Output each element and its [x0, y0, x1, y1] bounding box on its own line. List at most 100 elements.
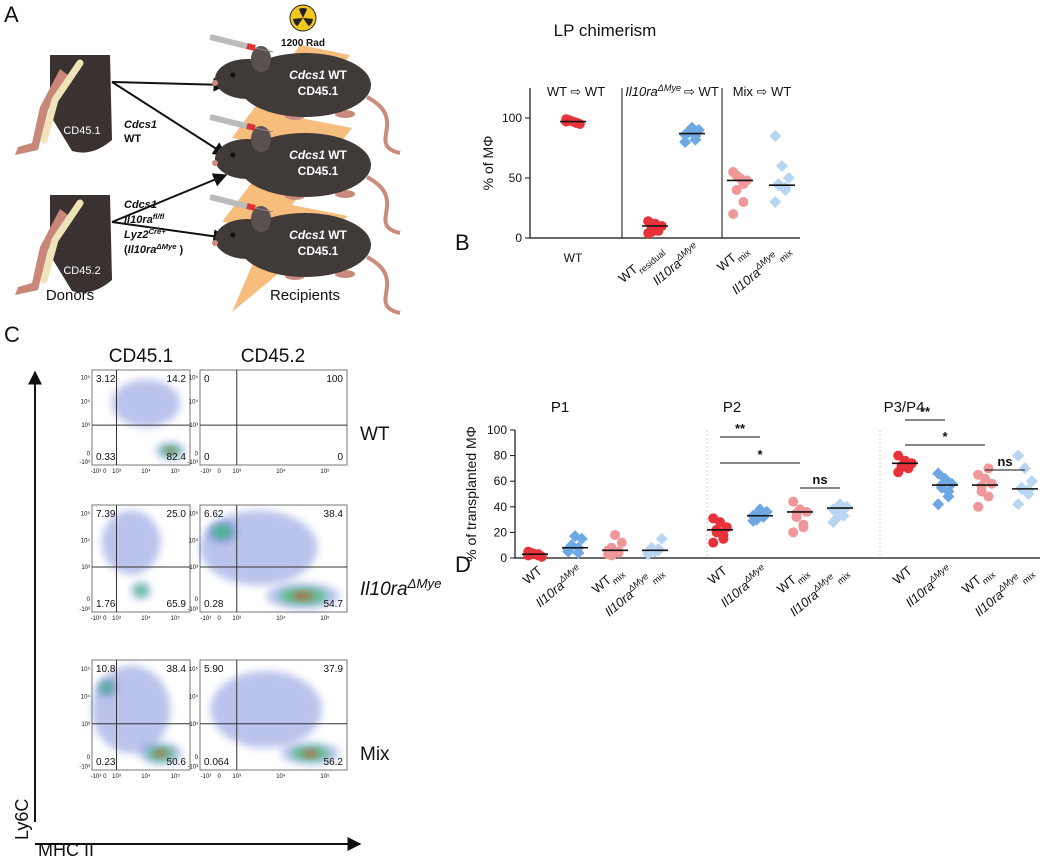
y-tick-label: 10⁴ — [81, 693, 91, 700]
arrow — [111, 77, 228, 92]
x-tick-label: 0 — [103, 469, 107, 475]
y-tick-label: 80 — [494, 449, 508, 463]
text-part: Cdcs1 — [289, 68, 325, 82]
text-part: WT — [328, 148, 347, 162]
arrow — [111, 221, 228, 244]
x-tick-label: Il10raΔMyemix — [786, 562, 853, 623]
data-point — [788, 496, 799, 507]
data-point — [738, 197, 749, 207]
y-tick-label: 10⁴ — [189, 537, 199, 544]
data-point — [973, 501, 984, 512]
quadrant-value: 10.8 — [96, 664, 116, 675]
density-blob — [291, 592, 314, 600]
text-part: Cdcs1 — [289, 148, 325, 162]
arrow — [111, 81, 228, 156]
data-point — [610, 529, 620, 540]
x-tick-label: Il10raΔMyemix — [728, 240, 795, 301]
data-point — [769, 130, 782, 142]
x-tick-label: -10³ — [91, 774, 102, 780]
text-part: ⇨ WT — [684, 84, 719, 99]
x-tick-label: 10⁴ — [141, 773, 151, 780]
y-tick-label: 40 — [494, 500, 508, 514]
data-point — [893, 450, 904, 461]
chart-title: LP chimerism — [554, 21, 657, 40]
text-part: Il10ra — [625, 84, 658, 99]
donors-label: Donors — [46, 287, 94, 304]
quadrant-value: 0 — [337, 452, 343, 463]
data-point — [565, 540, 578, 553]
y-tick-label: 0 — [87, 755, 91, 761]
y-tick-label: -10³ — [187, 607, 198, 613]
data-point — [973, 469, 984, 480]
density-blob — [210, 671, 323, 748]
donor-body — [50, 55, 112, 153]
y-tick-label: 10³ — [189, 565, 198, 571]
significance-label: ** — [920, 404, 931, 419]
mouse-ear — [251, 126, 271, 152]
text-part: WT — [589, 572, 614, 597]
significance-label: ** — [735, 421, 746, 436]
x-tick-label: 10³ — [112, 616, 121, 622]
y-axis-label: % of MΦ — [480, 136, 496, 191]
quadrant-value: 0.28 — [204, 599, 224, 610]
y-tick-label: 10³ — [81, 722, 90, 728]
text-part: ΔMye — [810, 571, 835, 594]
text-part: WT — [959, 572, 984, 597]
x-tick-label: 10³ — [232, 774, 241, 780]
significance-label: * — [757, 447, 763, 462]
x-tick-label: -10³ — [201, 616, 212, 622]
y-tick-label: 10³ — [81, 565, 90, 571]
mouse-eye — [230, 232, 236, 238]
text-part: Lyz2 — [124, 229, 148, 241]
text-part: ΔMye — [752, 249, 777, 272]
data-point — [932, 498, 945, 511]
text-part: ΔMye — [657, 83, 681, 93]
mouse-ear — [251, 46, 271, 72]
radiation-blade — [303, 18, 313, 27]
radiation-dose: 1200 Rad — [281, 38, 325, 49]
data-point — [616, 537, 627, 548]
data-point — [646, 227, 657, 237]
donor-body — [50, 195, 112, 293]
text-part: ΔMye — [155, 242, 177, 251]
panel-label: B — [455, 230, 470, 255]
text-part: mix — [1020, 569, 1038, 586]
quadrant-value: 0 — [204, 452, 210, 463]
donor-genotype: Lyz2Cre+ — [124, 227, 166, 242]
x-tick-label: -10³ — [91, 616, 102, 622]
data-point — [572, 546, 585, 559]
density-blob — [111, 379, 181, 427]
text-part: mix — [835, 569, 853, 586]
arrow — [111, 173, 228, 223]
data-point — [655, 532, 668, 545]
text-part: WT ⇨ WT — [547, 84, 605, 99]
quadrant-value: 1.76 — [96, 599, 116, 610]
panel-label: D — [455, 552, 471, 577]
y-tick-label: 50 — [509, 171, 523, 185]
text-part: mix — [777, 247, 795, 264]
donor-marker: CD45.1 — [63, 125, 100, 137]
y-tick-label: 0 — [87, 597, 91, 603]
y-tick-label: 10⁵ — [189, 511, 199, 518]
y-tick-label: 10⁵ — [81, 375, 91, 382]
quadrant-value: 6.62 — [204, 509, 224, 520]
y-tick-label: 0 — [195, 755, 199, 761]
text-part: Mix ⇨ WT — [733, 84, 792, 99]
density-blob — [100, 681, 114, 694]
data-point — [569, 530, 581, 543]
x-tick-label: 10³ — [232, 616, 241, 622]
y-tick-label: 10⁴ — [81, 398, 91, 405]
data-point — [689, 133, 702, 146]
x-tick-label: WT — [564, 251, 583, 265]
quadrant-value: 3.12 — [96, 374, 116, 385]
mouse-tail — [366, 255, 401, 315]
syringe-tip — [246, 203, 256, 211]
x-tick-label: 0 — [217, 774, 221, 780]
data-point — [791, 508, 802, 519]
x-axis-label: MHC II — [38, 840, 94, 860]
panel-label: A — [4, 2, 19, 27]
y-tick-label: 10⁵ — [81, 511, 91, 518]
mouse-tail — [366, 95, 401, 155]
syringe — [209, 114, 251, 130]
